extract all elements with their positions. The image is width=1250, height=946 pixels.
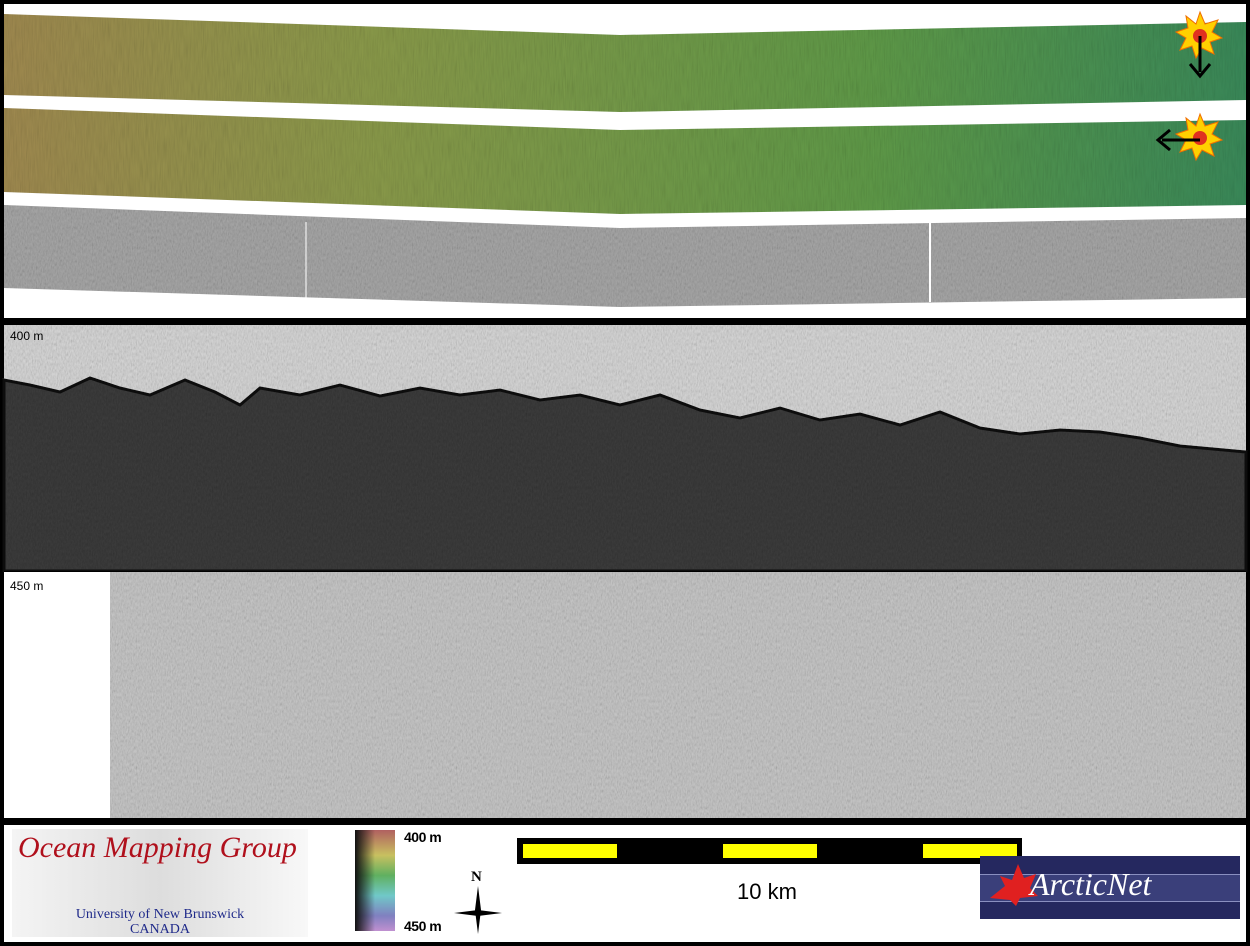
north-label: N xyxy=(471,869,482,885)
sun-icon xyxy=(1174,112,1224,162)
arrow-left-icon xyxy=(1155,128,1200,152)
depth-label-top: 400 m xyxy=(10,329,44,343)
profile-seabed xyxy=(2,376,1248,573)
logo-line1: University of New Brunswick xyxy=(75,907,245,922)
logo-title: Ocean Mapping Group xyxy=(18,831,297,864)
colorbar-shade xyxy=(355,830,375,931)
colorbar-min-label: 400 m xyxy=(404,829,442,845)
bathymetry-strip-1 xyxy=(4,14,1246,112)
profile-lower-section xyxy=(110,572,1246,818)
logo-line2: CANADA xyxy=(130,922,190,937)
scale-bar-label: 10 km xyxy=(737,879,797,904)
colorbar-max-label: 450 m xyxy=(404,918,442,934)
arrow-down-icon xyxy=(1188,36,1212,79)
backscatter-strip xyxy=(4,205,1246,307)
ocean-mapping-group-logo: Ocean Mapping Group University of New Br… xyxy=(12,829,308,937)
scale-bar xyxy=(517,838,1022,864)
arcticnet-text: ArcticNet xyxy=(1030,866,1152,902)
maple-leaf-icon xyxy=(990,864,1038,906)
depth-label-bottom: 450 m xyxy=(10,579,44,593)
bathymetry-strip-2 xyxy=(4,108,1246,214)
arcticnet-logo: ArcticNet xyxy=(980,856,1240,919)
